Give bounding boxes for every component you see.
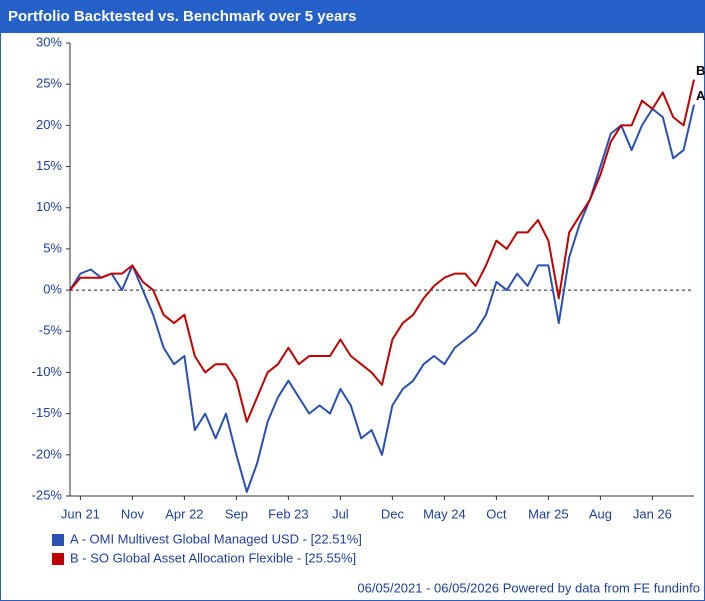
x-tick-label: Mar 25 xyxy=(528,506,568,521)
y-tick-label: 25% xyxy=(36,76,62,91)
x-tick-label: Jun 21 xyxy=(61,506,100,521)
chart-title: Portfolio Backtested vs. Benchmark over … xyxy=(8,8,357,25)
legend-swatch xyxy=(52,553,64,565)
x-tick-label: Oct xyxy=(486,506,507,521)
y-tick-label: 15% xyxy=(36,158,62,173)
x-tick-label: Jul xyxy=(332,506,349,521)
y-tick-label: -20% xyxy=(32,446,63,461)
end-label: A xyxy=(696,88,705,103)
y-tick-label: 20% xyxy=(36,117,62,132)
legend-label: A - OMI Multivest Global Managed USD - [… xyxy=(70,531,362,546)
legend-label: B - SO Global Asset Allocation Flexible … xyxy=(70,550,356,565)
legend-swatch xyxy=(52,534,64,546)
x-tick-label: Aug xyxy=(589,506,612,521)
x-tick-label: Jan 26 xyxy=(633,506,672,521)
title-bar xyxy=(0,0,705,33)
y-tick-label: 10% xyxy=(36,199,62,214)
footer: 06/05/2021 - 06/05/2026 Powered by data … xyxy=(357,580,700,595)
y-tick-label: 30% xyxy=(36,34,62,49)
x-tick-label: Dec xyxy=(381,506,405,521)
x-tick-label: May 24 xyxy=(423,506,466,521)
x-tick-label: Apr 22 xyxy=(165,506,203,521)
x-tick-label: Feb 23 xyxy=(268,506,308,521)
y-tick-label: 5% xyxy=(43,240,62,255)
end-label: B xyxy=(696,63,705,78)
y-tick-label: -25% xyxy=(32,487,63,502)
y-tick-label: 0% xyxy=(43,282,62,297)
x-tick-label: Sep xyxy=(225,506,248,521)
y-tick-label: -5% xyxy=(39,323,63,338)
y-tick-label: -10% xyxy=(32,364,63,379)
series-line xyxy=(69,79,695,423)
y-tick-label: -15% xyxy=(32,405,63,420)
x-tick-label: Nov xyxy=(121,506,145,521)
